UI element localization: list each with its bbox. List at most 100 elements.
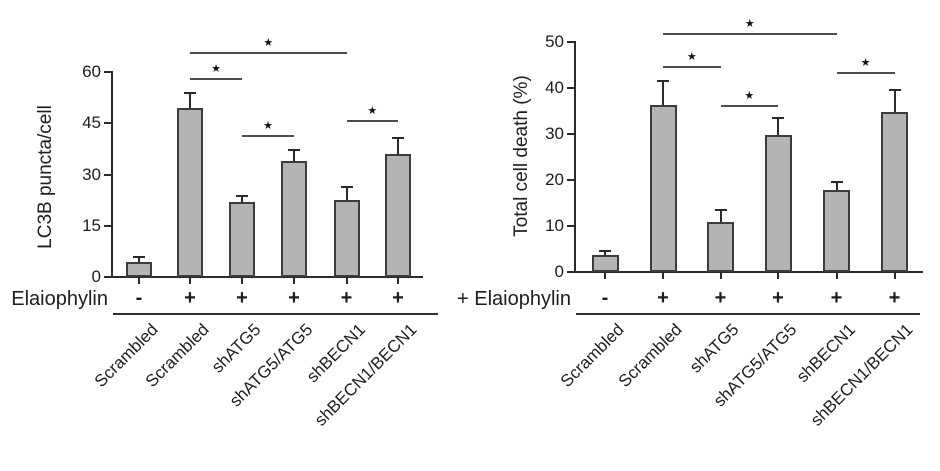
y-tick xyxy=(567,225,574,227)
category-tick xyxy=(293,278,295,284)
significance-line xyxy=(190,77,242,80)
bar xyxy=(385,154,411,277)
treatment-symbol: + xyxy=(657,287,669,309)
significance-star: ★ xyxy=(686,51,697,64)
bar xyxy=(333,200,360,277)
significance-line xyxy=(663,66,721,69)
bar xyxy=(649,105,677,272)
category-label: shBECN1/BECN1 xyxy=(807,320,917,430)
significance-star: ★ xyxy=(744,18,755,31)
treatment-symbol: - xyxy=(135,287,143,309)
bar xyxy=(126,261,152,277)
treatment-symbol: + xyxy=(288,287,300,309)
error-bar-cap xyxy=(236,194,248,197)
treatment-symbol: + xyxy=(714,287,727,309)
y-tick-label: 0 xyxy=(91,267,101,286)
bar xyxy=(764,135,792,272)
treatment-symbol: - xyxy=(601,287,609,309)
x-axis-line xyxy=(111,276,423,278)
error-bar-stem xyxy=(662,80,664,107)
treatment-symbol: + xyxy=(236,287,248,309)
treatment-row-label: + Elaiophylin xyxy=(457,288,571,310)
treatment-symbol: + xyxy=(830,287,843,309)
significance-line xyxy=(836,72,895,75)
y-tick-label: 15 xyxy=(82,215,101,235)
significance-line xyxy=(720,105,778,108)
error-bar-cap xyxy=(772,116,784,119)
treatment-underline xyxy=(576,313,920,315)
category-tick xyxy=(345,278,348,284)
y-axis-line xyxy=(574,41,576,273)
x-axis-line xyxy=(574,271,923,273)
category-tick xyxy=(189,278,191,284)
treatment-symbol: + xyxy=(184,287,196,309)
y-tick-label: 50 xyxy=(545,32,564,51)
error-bar-stem xyxy=(777,117,779,138)
category-tick xyxy=(138,278,140,284)
y-axis-line xyxy=(111,71,113,278)
y-tick xyxy=(567,87,574,89)
treatment-symbol: + xyxy=(888,287,901,309)
category-tick xyxy=(604,273,606,279)
error-bar-cap xyxy=(184,91,196,94)
bar xyxy=(281,160,307,277)
significance-line xyxy=(242,134,294,137)
error-bar-cap xyxy=(830,180,843,183)
error-bar-cap xyxy=(288,148,300,151)
y-tick-label: 0 xyxy=(554,262,564,281)
error-bar-cap xyxy=(888,89,901,92)
category-tick xyxy=(241,278,243,284)
treatment-symbol: + xyxy=(392,287,404,309)
error-bar-cap xyxy=(392,137,404,140)
error-bar-cap xyxy=(133,255,145,258)
category-tick xyxy=(777,273,779,279)
error-bar-stem xyxy=(241,195,243,204)
treatment-symbol: + xyxy=(772,287,784,309)
bar xyxy=(881,111,908,272)
treatment-row-label: Elaiophylin xyxy=(11,288,108,310)
y-tick-label: 20 xyxy=(545,170,564,189)
error-bar-stem xyxy=(835,181,838,193)
error-bar-stem xyxy=(189,92,191,110)
error-bar-stem xyxy=(604,251,606,257)
y-tick-label: 30 xyxy=(545,124,564,143)
y-tick-label: 30 xyxy=(82,164,101,184)
significance-line xyxy=(346,119,398,122)
error-bar-stem xyxy=(397,138,399,156)
y-tick-label: 60 xyxy=(82,62,101,81)
treatment-underline xyxy=(113,313,438,315)
bar xyxy=(177,107,203,277)
y-tick xyxy=(104,71,111,73)
bar xyxy=(823,190,850,272)
y-tick xyxy=(567,271,574,273)
significance-line xyxy=(663,33,837,36)
error-bar-cap xyxy=(340,186,353,189)
y-tick xyxy=(567,179,574,181)
y-tick xyxy=(104,173,111,176)
significance-star: ★ xyxy=(263,119,273,132)
y-tick xyxy=(104,122,111,125)
category-tick xyxy=(893,273,896,279)
category-tick xyxy=(719,273,722,279)
error-bar-stem xyxy=(138,256,140,264)
category-tick xyxy=(835,273,838,279)
significance-star: ★ xyxy=(367,104,378,117)
error-bar-stem xyxy=(293,149,295,163)
error-bar-cap xyxy=(714,208,727,211)
y-tick-label: 45 xyxy=(82,113,101,133)
error-bar-stem xyxy=(345,187,348,203)
significance-line xyxy=(190,52,347,55)
bar xyxy=(591,254,619,272)
error-bar-stem xyxy=(719,209,722,225)
category-label: shATG5 xyxy=(686,320,743,377)
significance-star: ★ xyxy=(860,57,871,70)
category-tick xyxy=(397,278,399,284)
error-bar-cap xyxy=(657,79,669,82)
y-tick xyxy=(104,224,111,227)
error-bar-stem xyxy=(893,90,896,114)
category-tick xyxy=(662,273,664,279)
significance-star: ★ xyxy=(744,90,755,103)
